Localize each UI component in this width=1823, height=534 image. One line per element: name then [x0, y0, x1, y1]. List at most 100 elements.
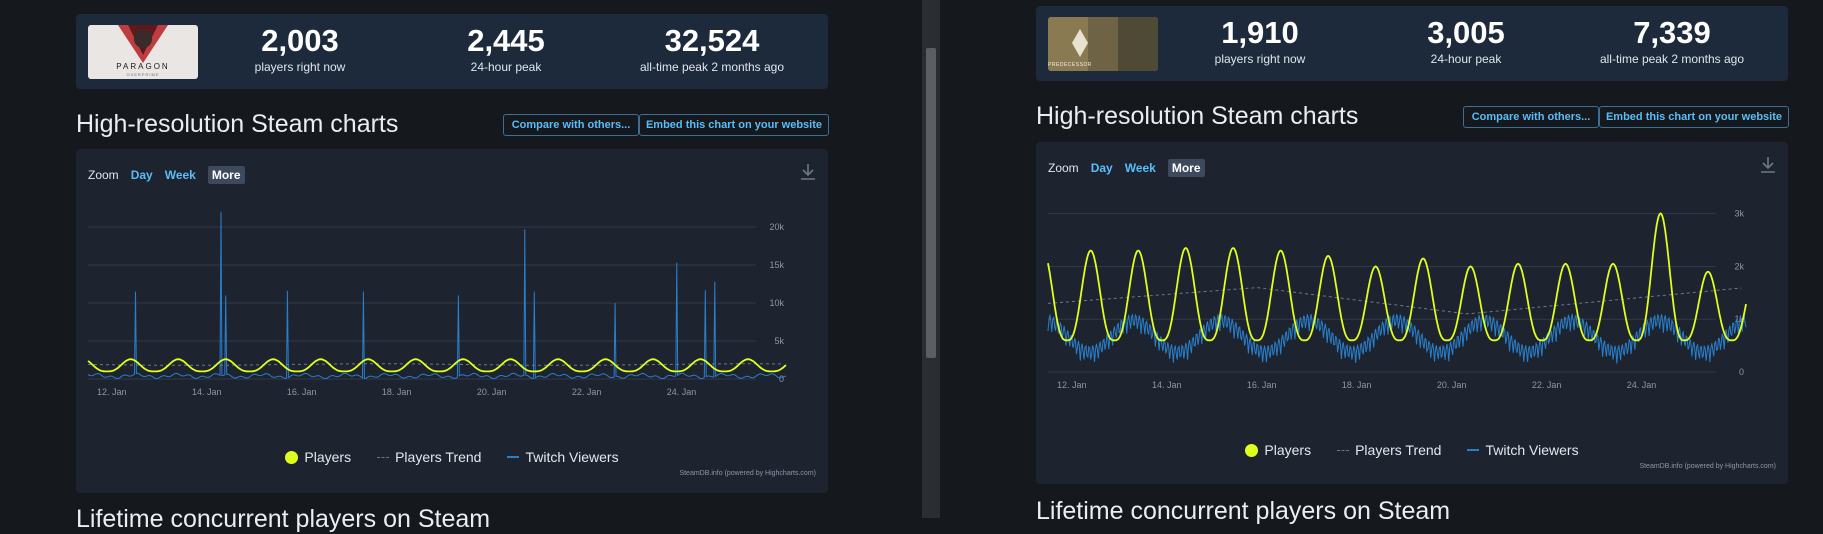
lifetime-section-title: Lifetime concurrent players on Steam	[1036, 497, 1451, 525]
y-tick-label: 15k	[769, 260, 784, 270]
zoom-week-button[interactable]: Week	[1124, 161, 1156, 175]
x-tick-label: 20. Jan	[477, 387, 507, 397]
section-title: High-resolution Steam charts	[76, 110, 399, 138]
y-tick-label: 20k	[769, 222, 784, 232]
legend-players[interactable]: Players	[1245, 442, 1311, 458]
zoom-more-button[interactable]: More	[1167, 159, 1205, 177]
legend-twitch-label: Twitch Viewers	[1485, 442, 1579, 458]
y-tick-label: 3k	[1734, 209, 1744, 219]
lifetime-section-title: Lifetime concurrent players on Steam	[76, 505, 491, 533]
scrollbar-thumb[interactable]	[926, 48, 936, 358]
y-tick-label: 10k	[769, 298, 784, 308]
players-trend-series	[88, 363, 782, 366]
compare-button[interactable]: Compare with others...	[503, 114, 639, 136]
players-dot-icon	[1245, 443, 1259, 457]
stat-players-now: 1,910 players right now	[1170, 14, 1350, 66]
legend-trend-label: Players Trend	[395, 449, 482, 465]
stat-label: all-time peak 2 months ago	[1599, 52, 1745, 66]
twitch-viewers-series	[87, 211, 786, 380]
window-divider	[922, 0, 940, 518]
x-tick-label: 14. Jan	[1152, 380, 1182, 390]
x-tick-label: 22. Jan	[1532, 380, 1562, 390]
x-tick-label: 16. Jan	[1247, 380, 1277, 390]
dashed-line-icon	[377, 456, 390, 458]
right-panel: PREDECESSOR 1,910 players right now 3,00…	[1036, 0, 1789, 525]
compare-button[interactable]: Compare with others...	[1463, 106, 1599, 128]
chart-credit[interactable]: SteamDB.info (powered by Highcharts.com)	[1639, 463, 1776, 470]
stat-24h-peak: 3,005 24-hour peak	[1376, 14, 1556, 66]
zoom-controls: Zoom Day Week More	[1048, 159, 1205, 177]
stat-label: players right now	[1214, 52, 1306, 66]
stat-label: all-time peak 2 months ago	[639, 60, 785, 74]
legend-twitch-label: Twitch Viewers	[525, 449, 619, 465]
players-dot-icon	[285, 450, 299, 464]
legend-players[interactable]: Players	[285, 449, 351, 465]
x-tick-label: 16. Jan	[287, 387, 317, 397]
players-series	[87, 358, 787, 373]
players-series	[1047, 212, 1747, 342]
stat-value: 32,524	[664, 23, 760, 58]
stat-label: 24-hour peak	[1430, 52, 1502, 66]
stat-value: 2,003	[261, 23, 339, 58]
y-tick-label: 2k	[1734, 261, 1744, 271]
zoom-week-button[interactable]: Week	[164, 168, 196, 182]
chart-legend: Players Players Trend Twitch Viewers	[1036, 442, 1788, 458]
x-tick-label: 20. Jan	[1437, 380, 1467, 390]
section-title: High-resolution Steam charts	[1036, 102, 1359, 130]
zoom-day-button[interactable]: Day	[1090, 161, 1113, 175]
legend-players-label: Players	[1264, 442, 1312, 458]
download-icon[interactable]	[1760, 156, 1776, 174]
stat-players-now: 2,003 players right now	[210, 22, 390, 74]
stat-24h-peak: 2,445 24-hour peak	[416, 22, 596, 74]
x-tick-label: 24. Jan	[1627, 380, 1657, 390]
legend-players-trend[interactable]: Players Trend	[1337, 442, 1441, 458]
chart-container: Zoom Day Week More 0 5k 10k 15k 20k 12. Jan 14…	[76, 149, 828, 493]
chart-legend: Players Players Trend Twitch Viewers	[76, 449, 828, 465]
x-tick-label: 22. Jan	[572, 387, 602, 397]
stat-value: 1,910	[1221, 15, 1299, 50]
players-chart: 0 5k 10k 15k 20k 12. Jan 14. Jan 16. Jan 18. Jan…	[87, 211, 787, 397]
stat-label: players right now	[254, 60, 346, 74]
stats-header: PREDECESSOR 1,910 players right now 3,00…	[1036, 6, 1788, 81]
stat-all-time-peak: 7,339 all-time peak 2 months ago	[1582, 14, 1762, 66]
svg-text:PARAGON: PARAGON	[116, 62, 169, 71]
legend-twitch-viewers[interactable]: Twitch Viewers	[1467, 442, 1579, 458]
svg-text:OVERPRIME: OVERPRIME	[126, 72, 159, 77]
zoom-label: Zoom	[88, 168, 119, 182]
x-tick-label: 18. Jan	[1342, 380, 1372, 390]
chart-credit[interactable]: SteamDB.info (powered by Highcharts.com)	[679, 470, 816, 477]
zoom-day-button[interactable]: Day	[130, 168, 153, 182]
zoom-controls: Zoom Day Week More	[88, 166, 245, 184]
embed-chart-button[interactable]: Embed this chart on your website	[639, 114, 829, 136]
svg-text:PREDECESSOR: PREDECESSOR	[1048, 62, 1092, 68]
x-tick-label: 12. Jan	[97, 387, 127, 397]
game-logo: PREDECESSOR	[1048, 17, 1158, 71]
stat-value: 3,005	[1427, 15, 1505, 50]
stat-value: 2,445	[467, 23, 545, 58]
legend-players-label: Players	[304, 449, 352, 465]
chart-container: Zoom Day Week More 0 1k 2k 3k 12. Jan 14. Jan…	[1036, 142, 1788, 484]
solid-line-icon	[1467, 449, 1480, 451]
stats-header: PARAGON OVERPRIME 2,003 players right no…	[76, 14, 828, 89]
legend-trend-label: Players Trend	[1355, 442, 1442, 458]
zoom-more-button[interactable]: More	[207, 166, 245, 184]
legend-players-trend[interactable]: Players Trend	[377, 449, 481, 465]
stat-value: 7,339	[1633, 15, 1711, 50]
stat-all-time-peak: 32,524 all-time peak 2 months ago	[622, 22, 802, 74]
embed-chart-button[interactable]: Embed this chart on your website	[1599, 106, 1789, 128]
legend-twitch-viewers[interactable]: Twitch Viewers	[507, 449, 619, 465]
dashed-line-icon	[1337, 449, 1350, 451]
left-panel: PARAGON OVERPRIME 2,003 players right no…	[76, 0, 829, 533]
stat-label: 24-hour peak	[470, 60, 542, 74]
players-trend-series	[1047, 287, 1742, 315]
x-tick-label: 14. Jan	[192, 387, 222, 397]
x-tick-label: 18. Jan	[382, 387, 412, 397]
x-tick-label: 12. Jan	[1057, 380, 1087, 390]
download-icon[interactable]	[800, 163, 816, 181]
y-tick-label: 0	[779, 374, 784, 384]
y-tick-label: 0	[1739, 367, 1744, 377]
game-logo: PARAGON OVERPRIME	[88, 25, 198, 79]
solid-line-icon	[507, 456, 520, 458]
y-tick-label: 5k	[774, 336, 784, 346]
